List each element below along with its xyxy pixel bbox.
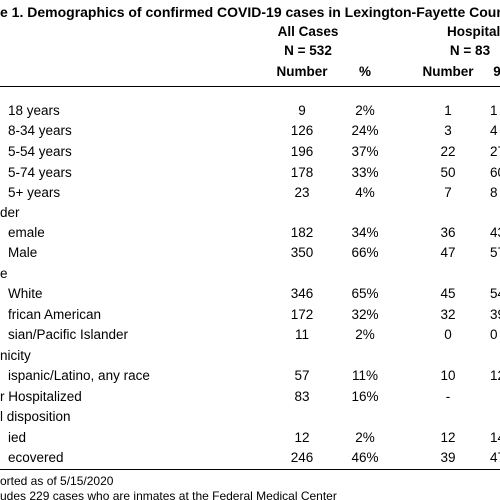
cell: 47: [490, 450, 500, 465]
column-header: Number: [276, 64, 328, 79]
footer-rule: [0, 469, 500, 470]
cell: -: [445, 389, 451, 404]
group-label: der: [0, 205, 20, 220]
cell: 24%: [351, 123, 379, 138]
cell: 7: [444, 185, 452, 200]
cell: 196: [290, 144, 314, 159]
cell: 3: [444, 123, 452, 138]
row-label: emale: [8, 225, 45, 240]
cell: 14: [490, 430, 500, 445]
column-header: Number: [422, 64, 474, 79]
cell: 22: [440, 144, 456, 159]
cell: 27: [490, 144, 500, 159]
row-label: 5-54 years: [8, 144, 72, 159]
group-header: Hospitalizati: [447, 24, 500, 39]
cell: 1: [490, 103, 498, 118]
cell: 12: [294, 430, 310, 445]
cell: 10: [440, 368, 456, 383]
cell: 39: [490, 307, 500, 322]
row-label: Male: [8, 245, 38, 260]
cell: 66%: [351, 245, 379, 260]
group-header: All Cases: [277, 24, 339, 39]
header-rule: [0, 86, 500, 87]
cell: 83: [294, 389, 310, 404]
cell: 32: [440, 307, 456, 322]
cell: 2%: [355, 103, 375, 118]
cell: 45: [440, 286, 456, 301]
row-label: 5-74 years: [8, 165, 72, 180]
cell: 9: [298, 103, 306, 118]
cell: 8: [490, 185, 498, 200]
table-title: e 1. Demographics of confirmed COVID-19 …: [0, 4, 500, 20]
row-label: 5+ years: [8, 185, 61, 200]
cell: 346: [290, 286, 314, 301]
cell: 4: [490, 123, 498, 138]
cell: 4%: [355, 185, 375, 200]
group-label: l disposition: [0, 409, 71, 424]
cell: 11: [294, 327, 310, 342]
cell: 12: [440, 430, 456, 445]
cell: 182: [290, 225, 314, 240]
cell: 33%: [351, 165, 379, 180]
cell: 47: [440, 245, 456, 260]
cell: 2%: [355, 327, 375, 342]
row-label: White: [8, 286, 43, 301]
cell: 57: [490, 245, 500, 260]
row-label: 18 years: [8, 103, 60, 118]
cell: 178: [290, 165, 314, 180]
cell: 32%: [351, 307, 379, 322]
row-label: ispanic/Latino, any race: [8, 368, 150, 383]
row-label: frican American: [8, 307, 102, 322]
cell: 23: [294, 185, 310, 200]
cell: 11%: [351, 368, 379, 383]
cell: 57: [294, 368, 310, 383]
cell: 16%: [351, 389, 379, 404]
group-count: N = 83: [449, 43, 491, 58]
cell: 0: [444, 327, 452, 342]
cell: 12: [490, 368, 500, 383]
cell: 60: [490, 165, 500, 180]
row-label: ied: [8, 430, 27, 445]
cell: 54: [490, 286, 500, 301]
group-label: nicity: [0, 348, 31, 363]
cell: 65%: [351, 286, 379, 301]
group-label: e: [0, 266, 8, 281]
footnote: orted as of 5/15/2020: [0, 474, 114, 488]
cell: 46%: [351, 450, 379, 465]
cell: 50: [440, 165, 456, 180]
cell: 350: [290, 245, 314, 260]
cell: 1: [444, 103, 452, 118]
row-label: sian/Pacific Islander: [8, 327, 129, 342]
cell: 36: [440, 225, 456, 240]
cell: 172: [290, 307, 314, 322]
cell: 37%: [351, 144, 379, 159]
group-count: N = 532: [284, 43, 332, 58]
cell: 246: [290, 450, 314, 465]
cell: 0: [490, 327, 498, 342]
row-label: ecovered: [8, 450, 64, 465]
cell: 126: [290, 123, 314, 138]
cell: 34%: [351, 225, 379, 240]
row-label: 8-34 years: [8, 123, 72, 138]
cell: 2%: [355, 430, 375, 445]
footnote: udes 229 cases who are inmates at the Fe…: [0, 489, 337, 500]
row-label: r Hospitalized: [0, 389, 82, 404]
cell: 43: [490, 225, 500, 240]
cell: 39: [440, 450, 456, 465]
column-header: 9: [493, 64, 500, 79]
column-header: %: [358, 64, 372, 79]
